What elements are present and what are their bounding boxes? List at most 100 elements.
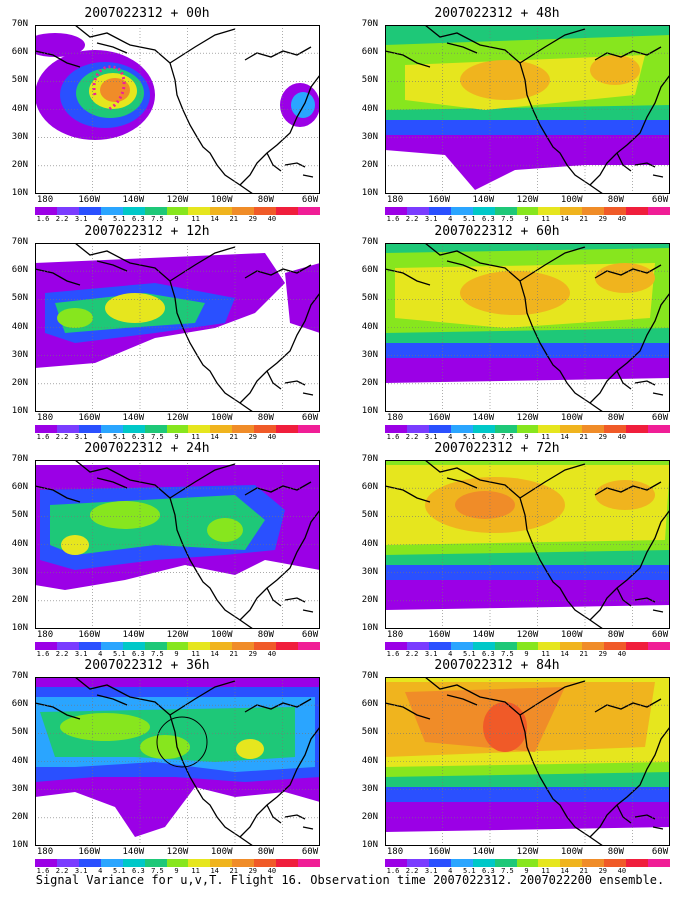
colorbar-label: 7.5 — [151, 867, 164, 875]
colorbar-label: 6.3 — [482, 867, 495, 875]
coastline-segment — [96, 694, 128, 706]
colorbar-label: 11 — [541, 867, 550, 875]
colorbar-label: 14 — [210, 433, 219, 441]
colorbar-swatch — [406, 425, 429, 433]
colorbar-label: 4 — [98, 867, 103, 875]
colorbar-label: 2.2 — [405, 215, 419, 223]
lat-label: 40N — [361, 755, 378, 766]
lat-label: 40N — [361, 103, 378, 114]
colorbar-label: 3.1 — [74, 433, 88, 441]
lat-label: 30N — [361, 131, 378, 142]
lon-label: 180 — [36, 847, 54, 857]
map-plot — [35, 677, 320, 846]
colorbar-label: 7.5 — [151, 650, 164, 658]
colorbar-swatch — [648, 207, 670, 215]
coastline-segment — [652, 174, 664, 178]
colorbar — [385, 207, 670, 215]
colorbar-label: 14 — [560, 650, 569, 658]
colorbar-swatch — [406, 859, 429, 867]
colorbar-swatch — [560, 642, 583, 650]
colorbar-label: 9 — [524, 867, 529, 875]
colorbar-swatch — [428, 859, 451, 867]
colorbar-label: 5.1 — [112, 867, 126, 875]
colorbar-label: 9 — [524, 215, 529, 223]
lat-label: 30N — [361, 566, 378, 577]
lon-label: 140W — [472, 413, 495, 423]
variance-field — [35, 677, 320, 837]
lon-label: 60W — [651, 630, 669, 640]
colorbar-swatch — [166, 207, 189, 215]
colorbar-swatch — [35, 642, 57, 650]
lat-label: 40N — [11, 103, 28, 114]
map-plot — [385, 460, 670, 629]
colorbar-label: 21 — [579, 433, 588, 441]
coastline-segment — [96, 42, 128, 54]
coastline-segment — [244, 46, 312, 61]
coastline-segment — [519, 246, 586, 282]
colorbar-labels: 1.6 2.2 3.1 4 5.1 6.3 7.5 9 11 14 21 29 40 — [385, 215, 670, 225]
map-panel-48h: 2007022312 + 48h 70N 60N 50N 40N 30N 20N 10N 1… — [352, 6, 670, 223]
colorbar-swatch — [604, 859, 627, 867]
coastline-segment — [74, 25, 254, 194]
coastline-segment — [96, 260, 128, 272]
colorbar-swatch — [35, 859, 57, 867]
colorbar-labels: 1.6 2.2 3.1 4 5.1 6.3 7.5 9 11 14 21 29 40 — [35, 433, 320, 443]
lat-label: 30N — [361, 349, 378, 360]
lat-label: 60N — [361, 699, 378, 710]
colorbar-swatch — [232, 642, 255, 650]
grid-lines — [35, 25, 320, 194]
colorbar-label: 1.6 — [36, 650, 50, 658]
lat-label: 20N — [361, 594, 378, 605]
colorbar-label: 2.2 — [55, 650, 69, 658]
lon-label: 160W — [78, 630, 100, 640]
lon-label: 80W — [607, 195, 624, 205]
colorbar-swatch — [166, 425, 189, 433]
colorbar-label: 7.5 — [501, 433, 514, 441]
colorbar-swatch — [406, 207, 429, 215]
colorbar-swatch — [78, 642, 101, 650]
colorbar-swatch — [494, 207, 517, 215]
lat-label: 60N — [11, 482, 28, 493]
colorbar-label: 1.6 — [386, 650, 400, 658]
lat-label: 30N — [11, 783, 28, 794]
colorbar-label: 11 — [541, 650, 550, 658]
lat-label: 70N — [11, 671, 28, 681]
colorbar-label: 1.6 — [36, 867, 50, 875]
lon-label: 100W — [560, 195, 583, 205]
colorbar-label: 29 — [598, 215, 608, 223]
colorbar-swatch — [472, 207, 495, 215]
colorbar-label: 5.1 — [462, 215, 476, 223]
lon-label: 60W — [651, 413, 669, 423]
lon-label: 180 — [386, 413, 404, 423]
colorbar — [35, 642, 320, 650]
lon-label: 160W — [428, 195, 450, 205]
colorbar-swatch — [122, 207, 145, 215]
colorbar-swatch — [385, 425, 407, 433]
colorbar-swatch — [144, 425, 167, 433]
colorbar-swatch — [232, 425, 255, 433]
lon-label: 80W — [257, 847, 274, 857]
colorbar-swatch — [428, 207, 451, 215]
coastline-segment — [616, 370, 632, 390]
coastline-segment — [424, 25, 604, 194]
coastline-segment — [594, 481, 662, 496]
colorbar-label: 1.6 — [386, 433, 400, 441]
coastline-segment — [96, 477, 128, 489]
lat-label: 60N — [361, 265, 378, 276]
coastline-segment — [519, 680, 586, 716]
grid-lines — [35, 243, 320, 412]
colorbar-swatch — [122, 859, 145, 867]
coastline-segment — [424, 460, 604, 629]
coastline-segment — [239, 74, 320, 186]
lat-label: 50N — [11, 510, 28, 521]
lat-label: 10N — [361, 188, 378, 198]
lat-label: 10N — [11, 406, 28, 416]
colorbar-swatch — [472, 425, 495, 433]
lat-label: 60N — [11, 699, 28, 710]
colorbar-swatch — [648, 425, 670, 433]
lat-label: 40N — [11, 755, 28, 766]
coastline-segment — [302, 392, 314, 396]
lon-label: 120W — [166, 413, 189, 423]
lat-label: 20N — [11, 159, 28, 170]
colorbar-label: 5.1 — [462, 650, 476, 658]
